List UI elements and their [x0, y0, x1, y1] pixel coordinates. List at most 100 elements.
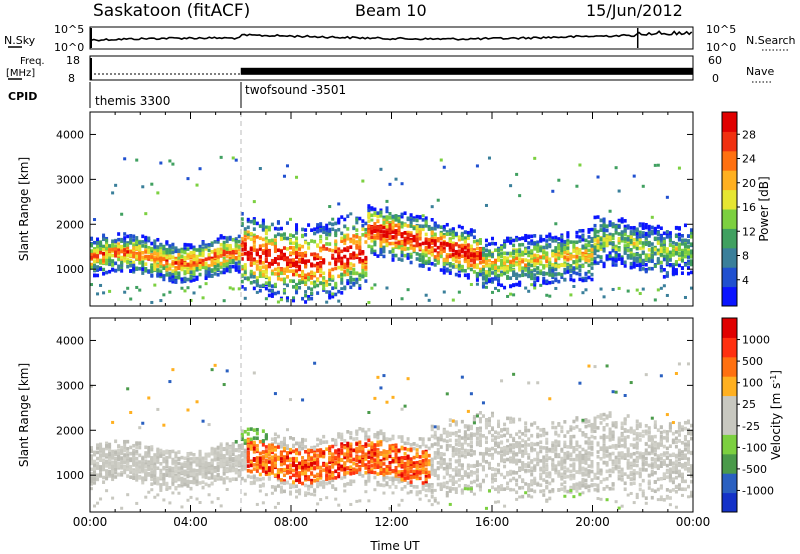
- echo-cell: [279, 233, 283, 237]
- echo-cell: [457, 267, 461, 271]
- echo-cell: [656, 236, 660, 241]
- echo-cell: [273, 246, 277, 250]
- echo-cell: [138, 257, 142, 262]
- nsearch-right-tick-bottom: 10^0: [706, 41, 736, 54]
- echo-cell: [114, 244, 118, 249]
- echo-cell: [252, 463, 256, 467]
- echo-cell: [267, 261, 271, 266]
- echo-cell: [460, 249, 464, 254]
- echo-cell: [270, 461, 274, 466]
- echo-cell: [430, 248, 434, 252]
- echo-cell: [539, 283, 543, 287]
- echo-cell: [282, 246, 286, 250]
- echo-cell: [533, 260, 537, 265]
- echo-cell: [189, 495, 193, 499]
- echo-cell: [129, 269, 133, 273]
- echo-cell: [364, 271, 368, 275]
- echo-cell: [298, 264, 302, 269]
- echo-cell: [150, 273, 154, 278]
- echo-cell: [367, 204, 371, 208]
- echo-cell: [114, 268, 118, 273]
- echo-cell: [385, 286, 389, 290]
- echo-cell: [641, 246, 645, 250]
- echo-cell: [340, 281, 344, 285]
- echo-cell: [527, 241, 531, 245]
- echo-cell: [328, 274, 332, 278]
- echo-cell: [518, 261, 522, 266]
- echo-cell: [225, 239, 229, 244]
- echo-cell: [439, 225, 443, 229]
- echo-cell: [463, 268, 467, 273]
- echo-cell: [177, 466, 181, 470]
- echo-cell: [216, 247, 220, 252]
- echo-cell: [506, 267, 510, 272]
- echo-cell: [282, 174, 286, 178]
- echo-cell: [481, 256, 485, 261]
- echo-cell: [198, 272, 202, 277]
- echo-cell: [177, 456, 181, 461]
- echo-cell: [177, 275, 181, 280]
- echo-cell: [551, 273, 555, 278]
- echo-cell: [379, 213, 383, 218]
- echo-cell: [340, 231, 344, 236]
- echo-cell: [171, 457, 175, 462]
- echo-cell: [90, 482, 94, 486]
- echo-cell: [626, 243, 630, 248]
- echo-cell: [285, 221, 289, 225]
- echo-cell: [545, 239, 549, 243]
- echo-cell: [156, 448, 160, 453]
- echo-cell: [680, 234, 684, 238]
- echo-cell: [578, 235, 582, 239]
- echo-cell: [448, 228, 452, 233]
- echo-cell: [198, 481, 202, 485]
- echo-cell: [656, 260, 660, 264]
- freq-tick-top: 18: [66, 54, 80, 67]
- echo-cell: [415, 243, 419, 247]
- echo-cell: [204, 247, 208, 251]
- echo-cell: [539, 269, 543, 274]
- echo-cell: [255, 436, 259, 441]
- echo-cell: [249, 237, 253, 241]
- echo-cell: [162, 257, 166, 261]
- echo-cell: [490, 262, 495, 266]
- echo-cell: [524, 233, 528, 238]
- echo-cell: [189, 457, 193, 461]
- echo-cell: [96, 239, 100, 244]
- echo-cell: [183, 256, 187, 261]
- echo-cell: [647, 230, 651, 235]
- echo-cell: [222, 462, 226, 467]
- echo-cell: [599, 287, 603, 291]
- echo-cell: [406, 240, 410, 245]
- echo-cell: [566, 243, 570, 248]
- echo-cell: [469, 248, 473, 252]
- echo-cell: [288, 233, 293, 237]
- echo-cell: [177, 253, 181, 257]
- echo-cell: [319, 224, 323, 229]
- echo-cell: [261, 466, 265, 471]
- echo-cell: [521, 259, 525, 264]
- echo-cell: [385, 215, 389, 219]
- echo-cell: [340, 291, 344, 295]
- echo-cell: [373, 233, 377, 238]
- echo-cell: [632, 258, 636, 262]
- echo-cell: [183, 259, 187, 263]
- echo-cell: [650, 246, 654, 251]
- echo-cell: [168, 244, 172, 248]
- echo-cell: [391, 241, 395, 246]
- echo-cell: [147, 236, 151, 241]
- echo-cell: [328, 248, 332, 252]
- echo-cell: [246, 474, 250, 479]
- echo-cell: [222, 467, 226, 472]
- echo-cell: [397, 245, 401, 249]
- echo-cell: [602, 227, 606, 232]
- echo-cell: [569, 256, 573, 261]
- echo-cell: [171, 279, 175, 284]
- echo-cell: [397, 214, 401, 219]
- echo-cell: [536, 270, 540, 275]
- echo-cell: [554, 262, 558, 266]
- echo-cell: [180, 254, 184, 259]
- echo-cell: [153, 283, 157, 287]
- echo-cell: [246, 257, 250, 261]
- echo-cell: [596, 234, 600, 239]
- echo-cell: [310, 239, 314, 243]
